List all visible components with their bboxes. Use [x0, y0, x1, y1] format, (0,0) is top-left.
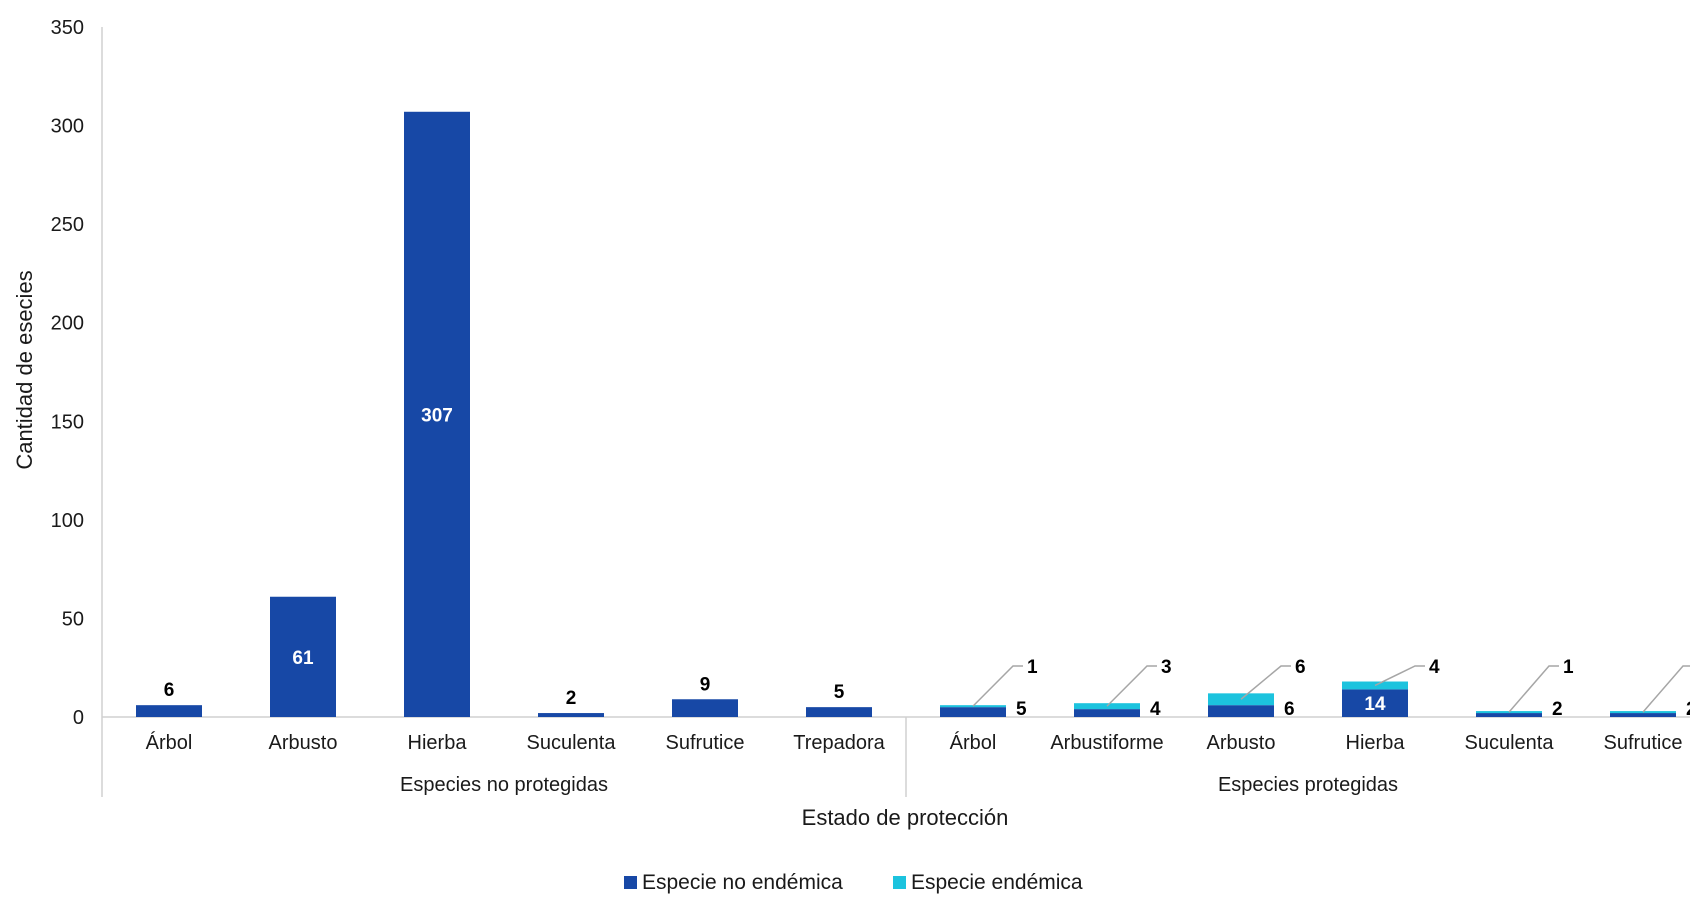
y-tick-label: 100 — [51, 510, 84, 532]
bar-no-endemica — [136, 705, 202, 717]
data-label-no-endemica: 307 — [421, 405, 453, 426]
legend-swatch-no-endemica — [624, 876, 637, 889]
data-label-no-endemica: 6 — [164, 680, 175, 701]
data-label-endemica: 6 — [1295, 657, 1306, 678]
data-label-no-endemica: 14 — [1364, 694, 1386, 715]
legend-label-endemica: Especie endémica — [911, 871, 1083, 894]
leader-line — [1642, 665, 1690, 713]
x-tick-label: Arbusto — [269, 732, 338, 754]
bars — [136, 111, 1676, 718]
data-label-no-endemica: 5 — [1016, 699, 1027, 720]
data-label-no-endemica: 5 — [834, 682, 845, 703]
axes: 0 50 100 150 200 250 300 350 Árbol Arbusto Hierba S… — [51, 17, 1690, 797]
y-tick-label: 250 — [51, 214, 84, 236]
bar-no-endemica — [1074, 709, 1140, 717]
bar-no-endemica — [538, 713, 604, 717]
y-tick-label: 0 — [73, 707, 84, 729]
legend-label-no-endemica: Especie no endémica — [642, 871, 843, 894]
data-label-endemica: 3 — [1161, 657, 1172, 678]
x-axis-title: Estado de protección — [802, 805, 1009, 830]
y-tick-label: 150 — [51, 411, 84, 433]
data-labels: 6613072955143661442121 — [164, 405, 1690, 720]
y-tick-label: 50 — [62, 608, 84, 630]
bar-no-endemica — [1342, 689, 1408, 717]
x-tick-label: Hierba — [408, 732, 468, 754]
bar-no-endemica — [940, 707, 1006, 717]
data-label-no-endemica: 2 — [1552, 699, 1563, 720]
data-label-endemica: 4 — [1429, 657, 1440, 678]
data-label-no-endemica: 4 — [1150, 699, 1161, 720]
x-tick-label: Trepadora — [793, 732, 885, 754]
data-label-no-endemica: 9 — [700, 674, 711, 695]
x-tick-label: Árbol — [950, 731, 997, 754]
x-tick-label: Hierba — [1346, 732, 1406, 754]
x-tick-label: Suculenta — [527, 732, 617, 754]
y-tick-label: 350 — [51, 17, 84, 39]
x-tick-label: Árbol — [146, 731, 193, 754]
x-tick-label: Arbusto — [1207, 732, 1276, 754]
data-label-endemica: 1 — [1027, 657, 1038, 678]
bar-no-endemica — [672, 699, 738, 717]
data-label-endemica: 1 — [1563, 657, 1574, 678]
y-tick-label: 200 — [51, 313, 84, 335]
x-group-label: Especies no protegidas — [400, 774, 608, 796]
x-tick-label: Suculenta — [1465, 732, 1555, 754]
x-tick-label: Sufrutice — [666, 732, 745, 754]
legend-swatch-endemica — [893, 876, 906, 889]
leader-line — [1240, 665, 1291, 700]
bar-no-endemica — [1610, 713, 1676, 717]
leader-line — [972, 665, 1023, 707]
bar-no-endemica — [404, 111, 470, 718]
leader-line — [1106, 665, 1157, 707]
x-tick-label: Arbustiforme — [1050, 732, 1163, 754]
x-tick-label: Sufrutice — [1604, 732, 1683, 754]
bar-no-endemica — [806, 707, 872, 717]
legend: Especie no endémica Especie endémica — [624, 871, 1083, 894]
data-label-no-endemica: 2 — [566, 688, 577, 709]
x-group-label: Especies protegidas — [1218, 774, 1398, 796]
bar-no-endemica — [270, 596, 336, 717]
leader-line — [1374, 665, 1425, 687]
data-label-no-endemica: 6 — [1284, 699, 1295, 720]
data-label-no-endemica: 2 — [1686, 699, 1690, 720]
leader-line — [1508, 665, 1559, 713]
bar-no-endemica — [1476, 713, 1542, 717]
data-label-no-endemica: 61 — [292, 648, 314, 669]
y-tick-label: 300 — [51, 116, 84, 138]
bar-no-endemica — [1208, 705, 1274, 717]
y-axis-title: Cantidad de esecies — [12, 270, 37, 469]
